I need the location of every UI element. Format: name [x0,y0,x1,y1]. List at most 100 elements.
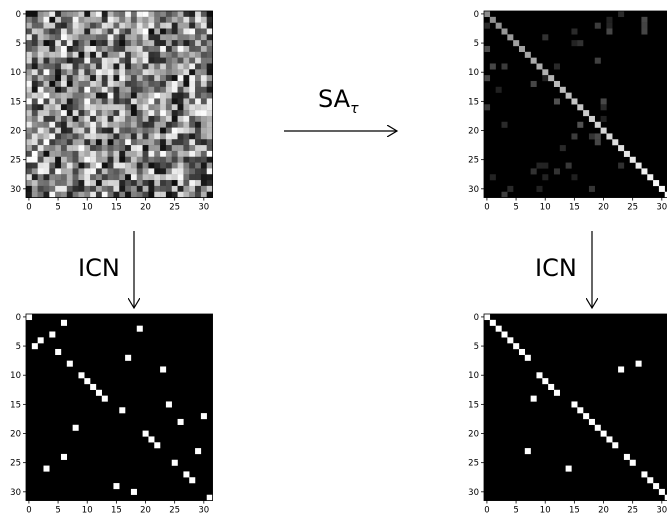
matrix-cell [49,22,56,29]
matrix-cell [26,80,33,87]
matrix-cell [125,104,132,111]
matrix-cell [148,57,155,64]
matrix-cell [200,139,207,146]
matrix-cell [489,16,496,23]
matrix-cell [72,40,79,47]
matrix-cell [113,16,120,23]
matrix-cell [101,168,108,175]
matrix-cell [119,57,126,64]
x-tick-label: 10 [82,203,93,213]
matrix-cell [154,63,161,70]
matrix-cell [113,104,120,111]
matrix-cell [101,110,108,117]
matrix-cell [31,22,38,29]
matrix-cell [101,63,108,70]
matrix-cell [125,115,132,122]
matrix-cell [72,92,79,99]
matrix-cell [160,40,167,47]
matrix-cell [78,162,85,169]
matrix-cell [148,28,155,35]
matrix-cell [113,150,120,157]
matrix-cell [101,98,108,105]
matrix-cell [542,69,549,76]
matrix-cell [160,156,167,163]
matrix-cell [84,168,91,175]
matrix-cell [26,162,33,169]
matrix-cell [165,191,172,198]
matrix-cell [101,57,108,64]
matrix-cell [165,28,172,35]
matrix-cell [183,162,190,169]
matrix-cell [78,40,85,47]
matrix-cell [165,16,172,23]
matrix-cell [113,185,120,192]
matrix-cell [84,45,91,53]
matrix-cell [119,51,126,58]
matrix-cell [206,121,213,128]
matrix-cell [26,22,33,29]
matrix-cell [130,28,137,35]
matrix-cell [177,86,184,93]
matrix-cell [31,57,38,64]
matrix-cell [95,127,102,134]
matrix-cell [37,40,44,47]
matrix-cell [113,51,120,58]
matrix-cell [107,104,114,111]
matrix-cell [113,121,120,128]
matrix-cell [200,168,207,175]
matrix-cell [530,395,537,402]
matrix-cell [165,401,172,408]
matrix-cell [125,156,132,163]
matrix-cell [524,354,531,361]
matrix-cell [43,34,50,41]
matrix-cell [171,92,178,99]
matrix-cell [66,150,73,157]
matrix-cell [148,145,155,152]
matrix-cell [130,92,137,99]
matrix-cell [31,343,38,350]
matrix-cell [60,191,68,198]
matrix-cell [78,127,85,134]
matrix-cell [530,80,537,87]
y-tick-label: 30 [468,185,479,195]
matrix-cell [484,45,491,53]
matrix-cell [60,156,68,163]
matrix-cell [206,51,213,58]
matrix-cell [78,16,85,23]
matrix-cell [548,383,555,390]
x-tick-label: 20 [140,203,151,213]
matrix-cell [513,40,520,47]
matrix-cell [171,63,178,70]
matrix-cell [125,110,132,117]
matrix-cell [78,150,85,157]
matrix-frame [25,313,213,501]
matrix-cell [183,180,190,187]
matrix-cell [484,75,491,82]
matrix-cell [200,51,207,58]
matrix-cell [154,45,161,53]
matrix-cell [78,372,85,379]
matrix-cell [489,63,496,70]
x-tick-label: 25 [169,203,180,213]
matrix-cell [206,57,213,64]
matrix-cell [165,63,172,70]
matrix-cell [154,16,161,23]
x-tick-label: 10 [82,506,93,513]
matrix-cell [189,98,196,105]
x-tick-label: 15 [569,203,580,213]
matrix-cell [195,150,202,157]
matrix-cell [78,156,85,163]
matrix-cell [72,133,79,140]
matrix-cell [119,110,126,117]
matrix-cell [55,28,62,35]
matrix-cell [66,51,73,58]
matrix-cell [107,80,114,87]
matrix-cell [189,51,196,58]
matrix-cell [49,168,56,175]
matrix-cell [78,115,85,122]
matrix-cell [189,45,196,53]
matrix-cell [148,104,155,111]
matrix-cell [160,139,167,146]
matrix-cell [177,418,184,425]
matrix-cell [484,104,491,111]
